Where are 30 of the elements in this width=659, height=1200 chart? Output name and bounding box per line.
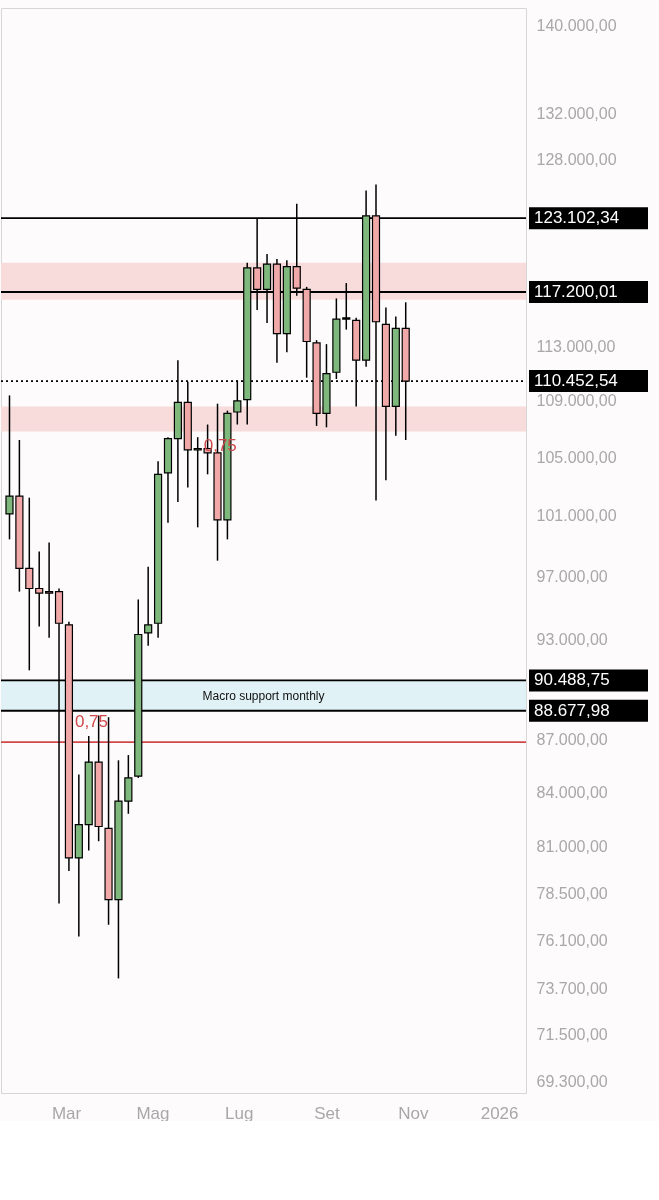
candlestick <box>144 566 153 647</box>
y-tick-label: 113.000,00 <box>536 338 616 356</box>
x-tick-label: 2026 <box>480 1103 519 1123</box>
y-tick-label: 93.000,00 <box>536 630 608 648</box>
y-tick-label: 97.000,00 <box>536 567 608 585</box>
y-tick-label: 84.000,00 <box>536 783 608 801</box>
y-tick-label: 105.000,00 <box>536 448 617 466</box>
y-tick-label: 78.500,00 <box>536 885 608 903</box>
band-label: Macro support monthly <box>202 688 325 703</box>
y-tick-label: 71.500,00 <box>536 1025 608 1043</box>
ref-line-label: 123.102,34 <box>534 208 620 228</box>
x-tick-label: Nov <box>398 1103 429 1123</box>
y-tick-label: 128.000,00 <box>536 151 617 169</box>
ref-line-label: 117.200,01 <box>534 282 618 301</box>
y-tick-label: 69.300,00 <box>536 1072 608 1090</box>
candlestick <box>45 541 54 639</box>
ref-line-label: 110.452,54 <box>534 371 618 391</box>
x-tick-label: Mar <box>51 1103 82 1123</box>
y-tick-label: 81.000,00 <box>536 838 608 856</box>
candlestick <box>35 550 44 628</box>
y-tick-label: 132.000,00 <box>536 104 617 122</box>
y-tick-label: 101.000,00 <box>536 506 617 524</box>
y-tick-label: 76.100,00 <box>536 931 608 949</box>
ref-line-label: 90.488,75 <box>534 670 610 690</box>
y-tick-label: 87.000,00 <box>536 730 608 748</box>
y-tick-label: 140.000,00 <box>536 16 617 34</box>
ref-line-label: 88.677,98 <box>534 700 610 720</box>
x-tick-label: Set <box>314 1103 340 1123</box>
y-tick-label: 109.000,00 <box>536 392 617 410</box>
y-tick-label: 73.700,00 <box>536 980 608 998</box>
